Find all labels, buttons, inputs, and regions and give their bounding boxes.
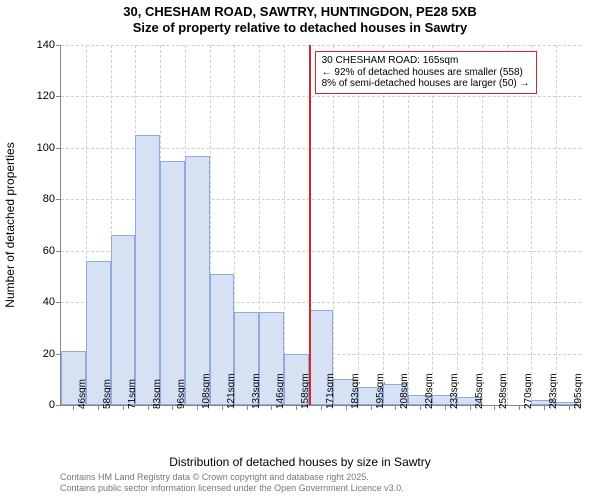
xtick-mark [197,405,198,410]
annotation-line2: ← 92% of detached houses are smaller (55… [322,67,530,79]
gridline-v [333,45,334,405]
xtick-mark [148,405,149,410]
gridline-v [408,45,409,405]
xtick-mark [470,405,471,410]
gridline-h [61,96,581,97]
xtick-mark [519,405,520,410]
xtick-mark [247,405,248,410]
gridline-v [284,45,285,405]
gridline-v [383,45,384,405]
annotation-line3: 8% of semi-detached houses are larger (5… [322,78,530,90]
ytick-label: 140 [37,39,55,51]
ytick-mark [56,199,61,200]
xtick-mark [445,405,446,410]
xtick-label: 295sqm [573,373,584,409]
annotation-line1: 30 CHESHAM ROAD: 165sqm [322,55,530,67]
xtick-mark [321,405,322,410]
ytick-mark [56,96,61,97]
xtick-mark [271,405,272,410]
gridline-v [358,45,359,405]
xtick-mark [73,405,74,410]
attribution-line2: Contains public sector information licen… [60,483,404,494]
plot-area: 02040608010012014046sqm58sqm71sqm83sqm96… [60,45,581,406]
xtick-mark [172,405,173,410]
histogram-bar [185,156,210,405]
xtick-mark [123,405,124,410]
xtick-mark [296,405,297,410]
annotation-box: 30 CHESHAM ROAD: 165sqm← 92% of detached… [315,51,537,94]
chart-title-line2: Size of property relative to detached ho… [0,20,600,35]
gridline-v [457,45,458,405]
chart-title-line1: 30, CHESHAM ROAD, SAWTRY, HUNTINGDON, PE… [0,4,600,19]
histogram-bar [135,135,160,405]
xtick-mark [395,405,396,410]
xtick-mark [494,405,495,410]
ytick-mark [56,302,61,303]
ytick-label: 0 [49,399,55,411]
ytick-label: 120 [37,90,55,102]
gridline-v [531,45,532,405]
x-axis-label: Distribution of detached houses by size … [0,455,600,469]
xtick-mark [346,405,347,410]
ytick-label: 100 [37,142,55,154]
reference-line [309,45,311,405]
ytick-mark [56,148,61,149]
ytick-label: 60 [43,245,55,257]
xtick-mark [420,405,421,410]
xtick-mark [569,405,570,410]
ytick-label: 40 [43,296,55,308]
attribution: Contains HM Land Registry data © Crown c… [60,472,404,494]
chart-container: 30, CHESHAM ROAD, SAWTRY, HUNTINGDON, PE… [0,0,600,500]
attribution-line1: Contains HM Land Registry data © Crown c… [60,472,404,483]
ytick-mark [56,405,61,406]
ytick-label: 20 [43,348,55,360]
y-axis-label: Number of detached properties [3,142,17,307]
gridline-v [556,45,557,405]
xtick-mark [98,405,99,410]
ytick-mark [56,251,61,252]
gridline-h [61,45,581,46]
gridline-v [507,45,508,405]
xtick-mark [371,405,372,410]
ytick-mark [56,45,61,46]
gridline-v [432,45,433,405]
ytick-label: 80 [43,193,55,205]
xtick-mark [222,405,223,410]
histogram-bar [160,161,185,405]
gridline-v [482,45,483,405]
xtick-mark [544,405,545,410]
